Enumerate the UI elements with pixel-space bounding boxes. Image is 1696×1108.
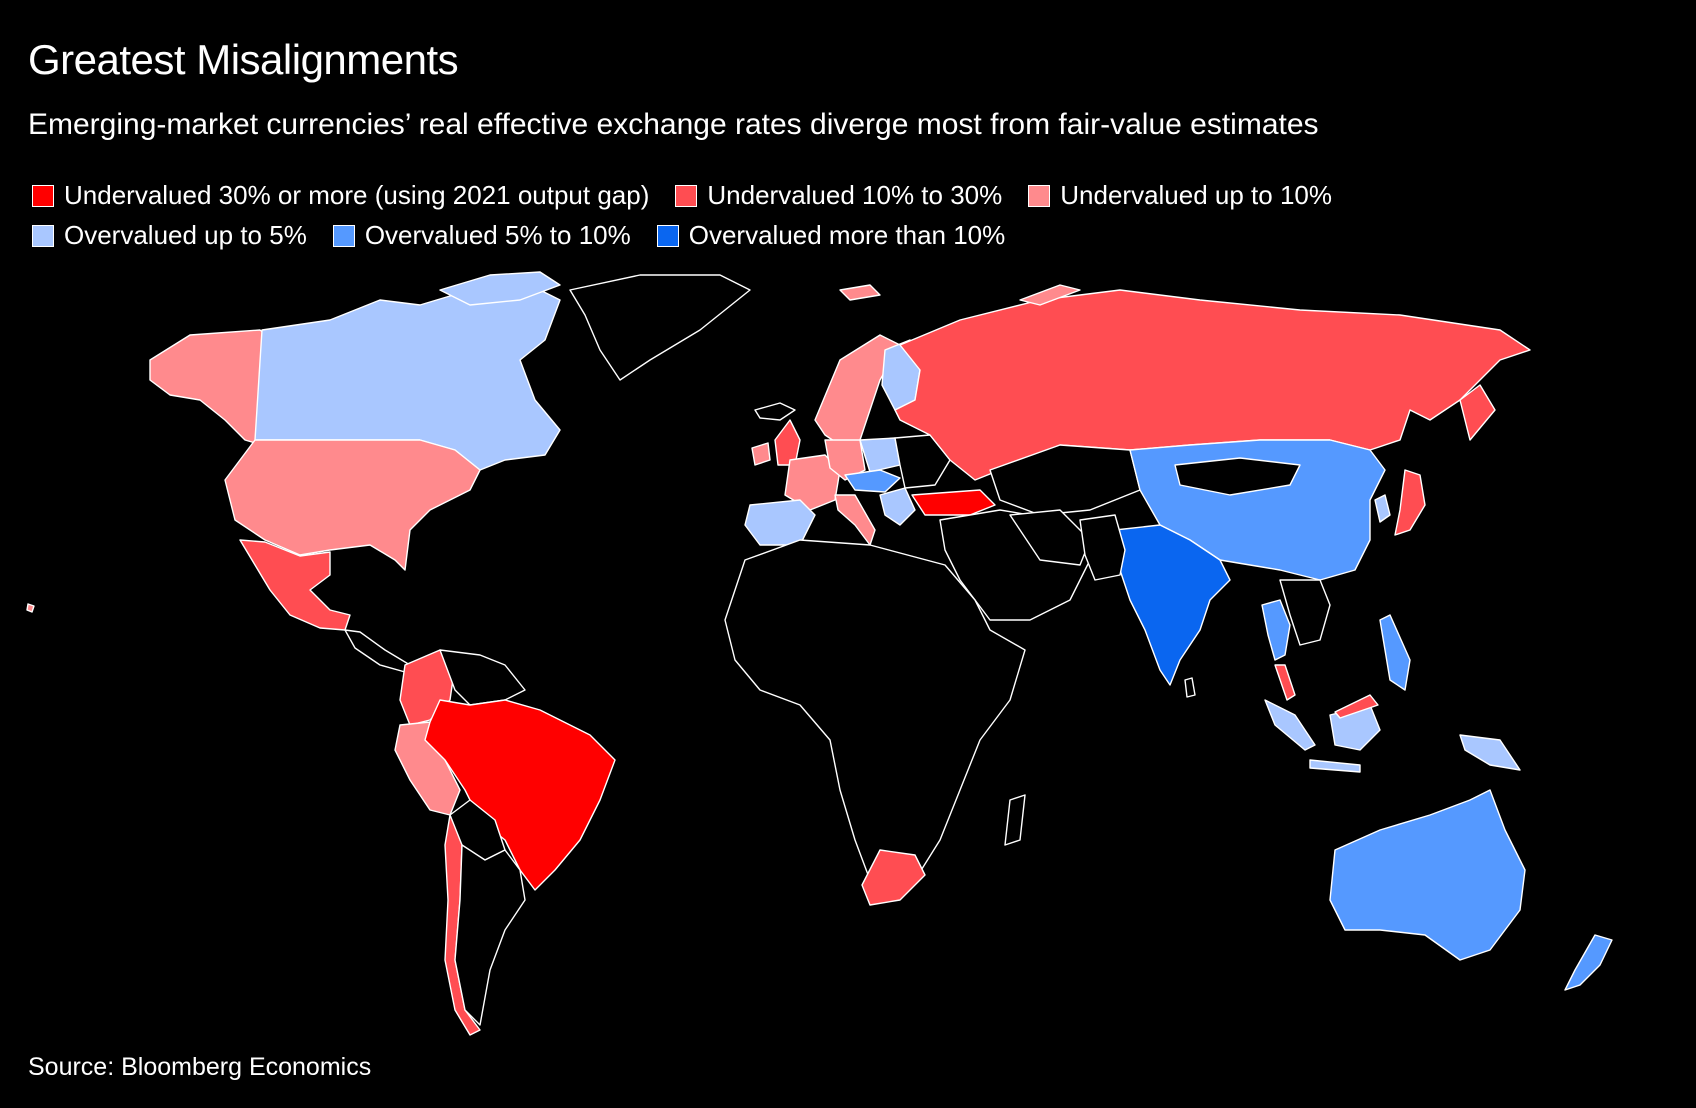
south-africa xyxy=(861,849,926,906)
alaska xyxy=(149,329,271,446)
thailand xyxy=(1261,599,1291,661)
mongolia xyxy=(1174,457,1301,496)
spain-portugal xyxy=(744,499,816,546)
ireland xyxy=(751,442,771,466)
turkey xyxy=(911,489,996,516)
malaysia-borneo xyxy=(1334,694,1379,719)
kazakhstan xyxy=(989,444,1141,516)
legend-label: Undervalued 10% to 30% xyxy=(707,180,1003,210)
argentina xyxy=(454,844,526,1026)
south-korea xyxy=(1374,494,1391,523)
sri-lanka xyxy=(1184,677,1196,698)
legend-swatch xyxy=(1028,184,1051,207)
philippines xyxy=(1379,614,1411,691)
legend-item-overvalued-10-plus: Overvalued more than 10% xyxy=(656,220,1006,251)
mexico xyxy=(239,539,351,631)
france xyxy=(784,454,841,511)
chart-title: Greatest Misalignments xyxy=(28,36,459,83)
indochina xyxy=(1279,579,1331,646)
source-note: Source: Bloomberg Economics xyxy=(28,1053,372,1081)
legend-item-undervalued-up-to-10: Undervalued up to 10% xyxy=(1028,180,1332,211)
legend-label: Overvalued up to 5% xyxy=(64,220,307,250)
pakistan xyxy=(1079,514,1126,581)
legend-swatch xyxy=(332,224,355,247)
novaya-zemlya xyxy=(1019,284,1081,306)
australia xyxy=(1329,789,1526,961)
legend-swatch xyxy=(32,224,54,247)
italy xyxy=(834,494,876,546)
legend-item-undervalued-10-30: Undervalued 10% to 30% xyxy=(675,180,1002,211)
legend-row-2: Overvalued up to 5% Overvalued 5% to 10%… xyxy=(32,220,1632,251)
japan xyxy=(1394,469,1426,536)
legend-label: Undervalued 30% or more (using 2021 outp… xyxy=(64,180,650,210)
world-map xyxy=(26,271,1613,1036)
brazil xyxy=(424,699,616,891)
java xyxy=(1309,759,1361,773)
iceland xyxy=(754,402,796,421)
legend-item-undervalued-30-plus: Undervalued 30% or more (using 2021 outp… xyxy=(32,180,649,211)
united-kingdom xyxy=(774,419,801,466)
legend-row-1: Undervalued 30% or more (using 2021 outp… xyxy=(32,180,1632,211)
sumatra xyxy=(1264,699,1316,751)
legend-item-overvalued-up-to-5: Overvalued up to 5% xyxy=(32,220,307,251)
papua-new-guinea xyxy=(1459,734,1521,771)
india xyxy=(1114,524,1231,686)
legend-swatch xyxy=(675,184,698,207)
new-zealand xyxy=(1564,934,1613,991)
svalbard xyxy=(839,284,881,301)
czech-hungary xyxy=(844,469,901,493)
legend-item-overvalued-5-10: Overvalued 5% to 10% xyxy=(332,220,631,251)
chart-subtitle: Emerging-market currencies’ real effecti… xyxy=(28,108,1319,141)
madagascar xyxy=(1004,794,1026,846)
canada-arctic-islands xyxy=(439,271,561,306)
legend-label: Undervalued up to 10% xyxy=(1060,180,1332,210)
central-america xyxy=(344,629,411,673)
kamchatka xyxy=(1459,384,1496,441)
hawaii xyxy=(26,603,35,613)
legend-swatch xyxy=(656,224,679,247)
legend-label: Overvalued 5% to 10% xyxy=(364,220,631,250)
balkans xyxy=(879,487,916,526)
united-states xyxy=(224,439,481,571)
greenland xyxy=(569,274,751,381)
legend-label: Overvalued more than 10% xyxy=(688,220,1006,250)
malay-peninsula xyxy=(1274,664,1296,701)
poland xyxy=(859,437,901,473)
legend-swatch xyxy=(32,184,54,207)
africa xyxy=(724,539,1026,896)
venezuela xyxy=(439,649,526,706)
